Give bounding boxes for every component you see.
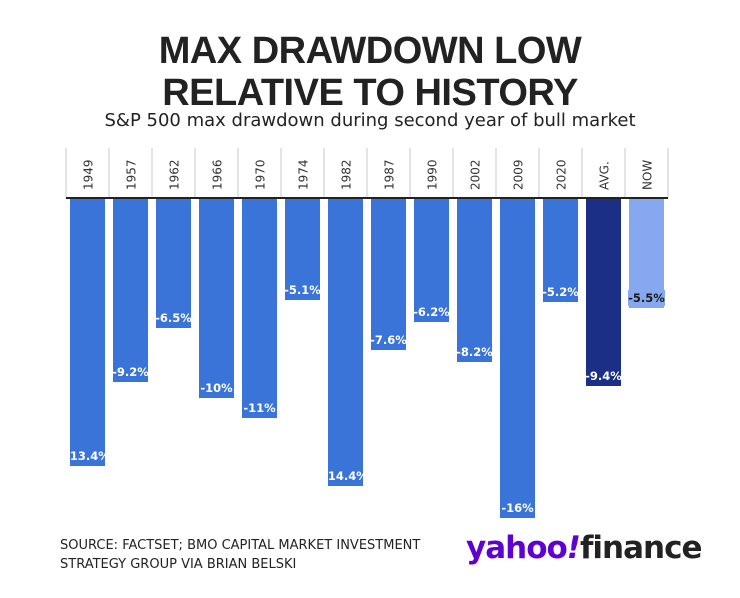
bar-1962 [156,198,191,328]
source-line-2: STRATEGY GROUP VIA BRIAN BELSKI [60,557,297,572]
data-label-1990: -6.2% [413,305,450,319]
bar-now [629,198,664,308]
tick-label-1966: 1966 [211,159,225,190]
data-label-1982: -14.4% [323,469,368,483]
tick-label-1957: 1957 [125,159,139,190]
tick-label-2020: 2020 [555,159,569,190]
title-line-2: RELATIVE TO HISTORY [162,72,578,114]
bar-1974 [285,198,320,300]
tick-label-1970: 1970 [254,159,268,190]
data-label-2009: -16% [501,501,534,515]
bar-1987 [371,198,406,350]
tick-label-1987: 1987 [383,159,397,190]
data-label-1949: -13.4% [65,449,110,463]
bar-1966 [199,198,234,398]
title-line-1: MAX DRAWDOWN LOW [158,30,582,72]
data-label-1974: -5.1% [284,283,321,297]
bar-2020 [543,198,578,302]
tick-label-avg: AVG. [598,161,612,190]
tick-label-now: NOW [641,160,655,190]
data-label-bg-now [628,290,665,306]
chart-title: MAX DRAWDOWN LOW RELATIVE TO HISTORY [0,30,740,114]
tick-label-2009: 2009 [512,159,526,190]
yahoo-finance-logo: yahoo!finance [466,530,703,566]
data-label-1962: -6.5% [155,311,192,325]
data-label-1970: -11% [243,401,276,415]
tick-label-1974: 1974 [297,159,311,190]
bar-avg [586,198,621,386]
bar-1990 [414,198,449,322]
logo-yahoo: yahoo [466,530,568,566]
bar-2009 [500,198,535,518]
tick-label-2002: 2002 [469,159,483,190]
tick-label-1982: 1982 [340,159,354,190]
data-label-1966: -10% [200,381,233,395]
tick-label-1990: 1990 [426,159,440,190]
logo-finance: finance [579,530,703,566]
tick-label-1962: 1962 [168,159,182,190]
data-label-1957: -9.2% [112,365,149,379]
tick-label-1949: 1949 [82,159,96,190]
data-label-2002: -8.2% [456,345,493,359]
data-label-1987: -7.6% [370,333,407,347]
source-line-1: SOURCE: FACTSET; BMO CAPITAL MARKET INVE… [60,538,421,553]
bar-1949 [70,198,105,466]
bar-1982 [328,198,363,486]
bar-2002 [457,198,492,362]
data-label-now: -5.5% [628,291,665,305]
chart-subtitle: S&P 500 max drawdown during second year … [104,110,636,131]
bar-1957 [113,198,148,382]
data-label-2020: -5.2% [542,285,579,299]
source-note: SOURCE: FACTSET; BMO CAPITAL MARKET INVE… [60,536,420,574]
logo-bang: ! [566,530,581,566]
data-label-avg: -9.4% [585,369,622,383]
bar-1970 [242,198,277,418]
